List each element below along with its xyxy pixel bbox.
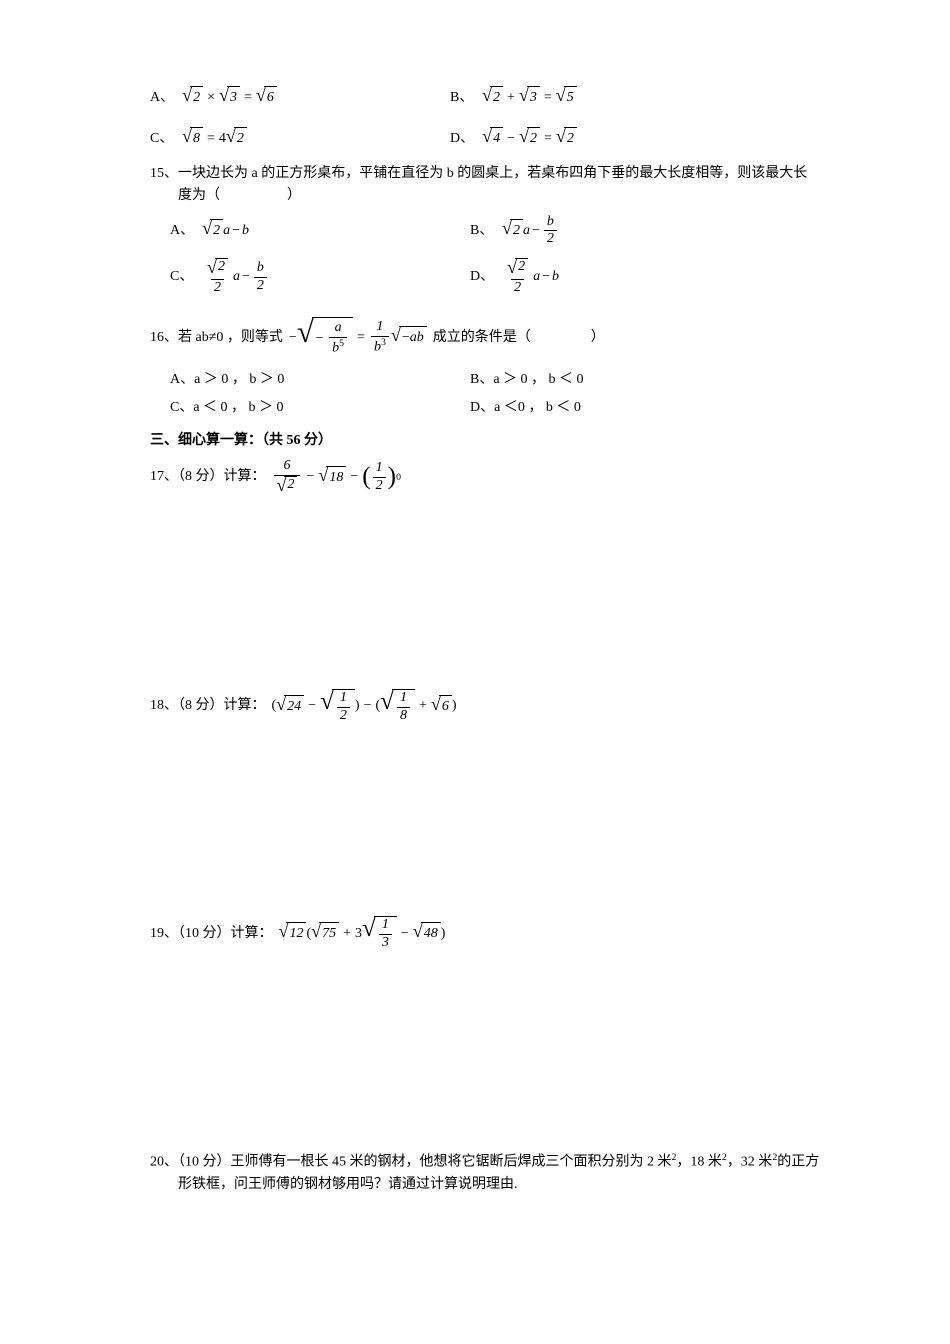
q14-b-label: B、 <box>450 87 474 109</box>
q15-b-label: B、 <box>470 220 494 242</box>
q15-b-math: √2a − b2 <box>502 214 559 249</box>
q14-row-cd: C、 √8 = 4 √2 D、 √4 − √2 = √2 <box>150 127 820 150</box>
q16-stem-close: ） <box>591 327 605 349</box>
q16-stem-prefix: 16、若 ab≠0 ，则等式 <box>150 327 283 349</box>
q16-row-ab: A、a ＞ 0 ， b ＞ 0 B、a ＞ 0 ， b ＜ 0 <box>150 369 820 391</box>
q14-row-ab: A、 √2 × √3 = √6 B、 √2 + √3 = √5 <box>150 86 820 109</box>
q15-a-math: √2a −b <box>202 219 249 242</box>
q19-workspace <box>150 958 820 1138</box>
q15-c-math: √2 2 a − b2 <box>202 258 269 297</box>
q15-row-cd: C、 √2 2 a − b2 D、 √2 2 a −b <box>150 258 820 297</box>
q14-d-math: √4 − √2 = √2 <box>482 127 577 150</box>
q14-a-label: A、 <box>150 87 174 109</box>
q14-b-math: √2 + √3 = √5 <box>482 86 577 109</box>
q18-label: 18、（8 分）计算： <box>150 695 266 717</box>
q15-a-label: A、 <box>170 220 194 242</box>
q14-c-math: √8 = 4 √2 <box>182 127 247 150</box>
q15-d-label: D、 <box>470 266 494 288</box>
q15-c-label: C、 <box>170 266 194 288</box>
q14-c-label: C、 <box>150 128 174 150</box>
q15-stem: 15、一块边长为 a 的正方形桌布，平铺在直径为 b 的圆桌上，若桌布四角下垂的… <box>150 163 820 208</box>
q18-workspace <box>150 730 820 910</box>
q18-math: ( √24 − √12 ) − ( √18 + √6 ) <box>272 689 457 725</box>
q15-stem-text: 15、一块边长为 a 的正方形桌布，平铺在直径为 b 的圆桌上，若桌布四角下垂的… <box>150 166 807 203</box>
q16-option-d: D、a ＜0 ， b ＜ 0 <box>470 397 581 419</box>
q18: 18、（8 分）计算： ( √24 − √12 ) − ( √18 + √6 ) <box>150 689 820 725</box>
q15-option-b: B、 √2a − b2 <box>470 214 559 249</box>
q15-option-a: A、 √2a −b <box>170 219 470 242</box>
q15-row-ab: A、 √2a −b B、 √2a − b2 <box>150 214 820 249</box>
q16-option-a: A、a ＞ 0 ， b ＞ 0 <box>170 369 470 391</box>
q19-math: √12 ( √75 + 3 √13 − √48 ) <box>279 916 446 952</box>
q14-d-label: D、 <box>450 128 474 150</box>
q15-option-d: D、 √2 2 a −b <box>470 258 559 297</box>
q17: 17、（8 分）计算： 6√2 − √18 − ( 12 )0 <box>150 458 820 497</box>
q14-a-math: √2 × √3 = √6 <box>182 86 277 109</box>
q17-label: 17、（8 分）计算： <box>150 466 266 488</box>
q16-row-cd: C、a ＜ 0 ， b ＞ 0 D、a ＜0 ， b ＜ 0 <box>150 397 820 419</box>
q20-text-3: ，32 米 <box>727 1155 773 1170</box>
q14-option-c: C、 √8 = 4 √2 <box>150 127 450 150</box>
q19-label: 19、（10 分）计算： <box>150 923 273 945</box>
q14-option-b: B、 √2 + √3 = √5 <box>450 86 577 109</box>
q15-d-math: √2 2 a −b <box>502 258 559 297</box>
q16-stem: 16、若 ab≠0 ，则等式 − √ − ab5 = 1b3 √−ab 成立的条… <box>150 317 820 359</box>
q15-option-c: C、 √2 2 a − b2 <box>170 258 470 297</box>
q16-option-c: C、a ＜ 0 ， b ＞ 0 <box>170 397 470 419</box>
q17-workspace <box>150 503 820 683</box>
q17-math: 6√2 − √18 − ( 12 )0 <box>272 458 401 497</box>
q15-stem-close: ） <box>287 188 301 203</box>
q16-option-b: B、a ＞ 0 ， b ＜ 0 <box>470 369 584 391</box>
q16-stem-suffix: 成立的条件是（ <box>433 327 531 349</box>
q20: 20、（10 分）王师傅有一根长 45 米的钢材，他想将它锯断后焊成三个面积分别… <box>150 1150 820 1196</box>
q20-text-2: ，18 米 <box>676 1155 722 1170</box>
q16-math: − √ − ab5 = 1b3 √−ab <box>289 317 427 359</box>
section-3-title: 三、细心算一算：（共 56 分） <box>150 430 820 452</box>
q14-option-a: A、 √2 × √3 = √6 <box>150 86 450 109</box>
q20-text-1: 20、（10 分）王师傅有一根长 45 米的钢材，他想将它锯断后焊成三个面积分别… <box>150 1155 672 1170</box>
q19: 19、（10 分）计算： √12 ( √75 + 3 √13 − √48 ) <box>150 916 820 952</box>
q14-option-d: D、 √4 − √2 = √2 <box>450 127 577 150</box>
